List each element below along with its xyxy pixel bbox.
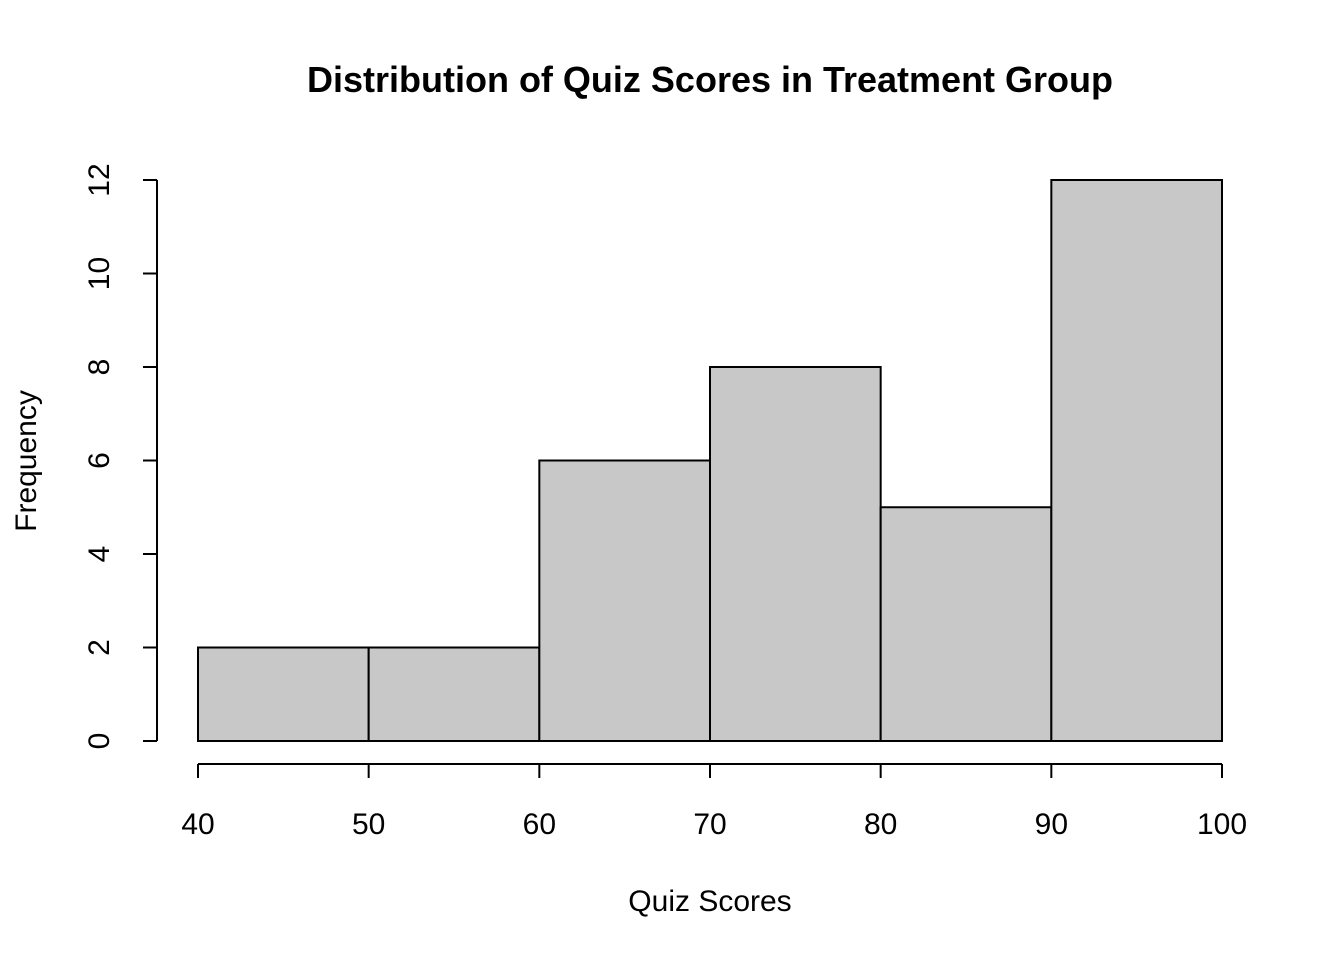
histogram-bar-70-80 [709, 366, 882, 742]
x-tick-label: 100 [1197, 808, 1247, 841]
x-tick-label: 50 [352, 808, 385, 841]
histogram-bar-50-60 [367, 646, 541, 742]
y-tick-label: 12 [83, 163, 116, 196]
x-tick-label: 90 [1035, 808, 1068, 841]
y-tick-label: 2 [83, 639, 116, 656]
y-tick-label: 4 [83, 546, 116, 563]
x-axis: 40 50 60 70 80 90 100 [181, 763, 1247, 841]
x-tick-label: 80 [864, 808, 897, 841]
y-axis-label: Frequency [10, 390, 43, 532]
y-tick-label: 0 [83, 733, 116, 750]
y-tick-label: 6 [83, 452, 116, 469]
bars-group [197, 179, 1224, 742]
x-tick-label: 40 [181, 808, 214, 841]
y-axis: 0 2 4 6 8 10 12 [83, 163, 158, 750]
histogram-bar-80-90 [879, 506, 1053, 742]
histogram-bar-90-100 [1050, 179, 1224, 742]
y-tick-label: 10 [83, 257, 116, 290]
y-tick-label: 8 [83, 359, 116, 376]
histogram-bar-60-70 [538, 459, 711, 742]
x-tick-label: 60 [523, 808, 556, 841]
x-axis-label: Quiz Scores [628, 885, 791, 918]
x-tick-label: 70 [693, 808, 726, 841]
histogram-bar-40-50 [197, 646, 370, 742]
chart-title: Distribution of Quiz Scores in Treatment… [307, 59, 1113, 100]
